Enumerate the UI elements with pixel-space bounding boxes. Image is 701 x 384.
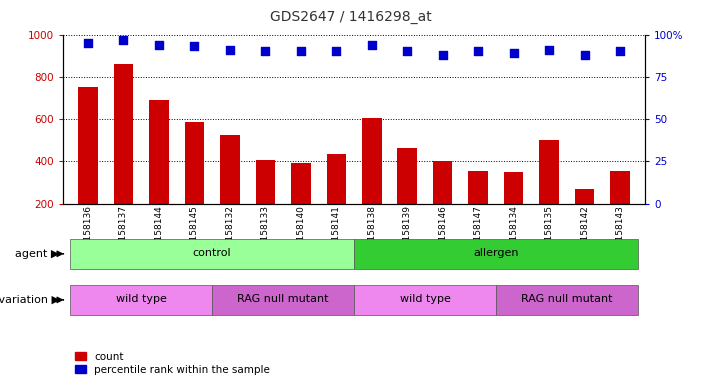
- Legend: count, percentile rank within the sample: count, percentile rank within the sample: [75, 352, 270, 375]
- Text: allergen: allergen: [473, 248, 519, 258]
- Point: [331, 48, 342, 55]
- Point: [579, 52, 590, 58]
- Point: [154, 41, 165, 48]
- Bar: [433, 161, 452, 204]
- Bar: [70, 285, 212, 315]
- Bar: [354, 285, 496, 315]
- Text: wild type: wild type: [116, 294, 167, 304]
- Bar: [291, 164, 311, 204]
- Bar: [184, 122, 204, 204]
- Bar: [397, 147, 417, 204]
- Bar: [539, 140, 559, 204]
- Bar: [468, 171, 488, 204]
- Point: [472, 48, 484, 55]
- Point: [437, 52, 449, 58]
- Bar: [362, 118, 381, 204]
- Text: wild type: wild type: [400, 294, 451, 304]
- Point: [82, 40, 93, 46]
- Bar: [575, 189, 594, 204]
- Bar: [149, 100, 169, 204]
- Text: agent ▶: agent ▶: [15, 249, 60, 259]
- Bar: [496, 285, 638, 315]
- Point: [543, 47, 554, 53]
- Bar: [114, 64, 133, 204]
- Point: [118, 36, 129, 43]
- Point: [295, 48, 306, 55]
- Text: control: control: [193, 248, 231, 258]
- Point: [189, 43, 200, 50]
- Bar: [504, 172, 524, 204]
- Bar: [212, 285, 354, 315]
- Bar: [70, 238, 354, 269]
- Text: GDS2647 / 1416298_at: GDS2647 / 1416298_at: [270, 10, 431, 23]
- Point: [259, 48, 271, 55]
- Text: RAG null mutant: RAG null mutant: [238, 294, 329, 304]
- Bar: [611, 171, 629, 204]
- Point: [224, 47, 236, 53]
- Point: [366, 41, 377, 48]
- Point: [402, 48, 413, 55]
- Bar: [220, 135, 240, 204]
- Bar: [327, 154, 346, 204]
- Bar: [256, 160, 275, 204]
- Bar: [354, 238, 638, 269]
- Point: [508, 50, 519, 56]
- Text: genotype/variation ▶: genotype/variation ▶: [0, 295, 60, 305]
- Bar: [79, 88, 97, 204]
- Text: RAG null mutant: RAG null mutant: [521, 294, 613, 304]
- Point: [615, 48, 626, 55]
